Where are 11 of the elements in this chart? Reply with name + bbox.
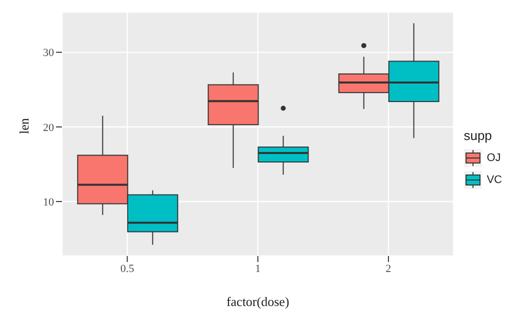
x-axis-title: factor(dose)	[226, 294, 290, 309]
y-tick-label: 30	[43, 47, 54, 60]
x-tick-label: 0.5	[120, 262, 135, 275]
y-tick-label: 20	[43, 122, 54, 134]
y-axis-title: len	[16, 118, 32, 134]
y-tick-label: 10	[43, 196, 54, 208]
x-tick-label: 1	[255, 262, 261, 275]
legend-title: supp	[464, 128, 493, 142]
legend-label: OJ	[486, 152, 501, 164]
legend-label: VC	[486, 174, 502, 186]
x-tick-label: 2	[386, 262, 392, 275]
